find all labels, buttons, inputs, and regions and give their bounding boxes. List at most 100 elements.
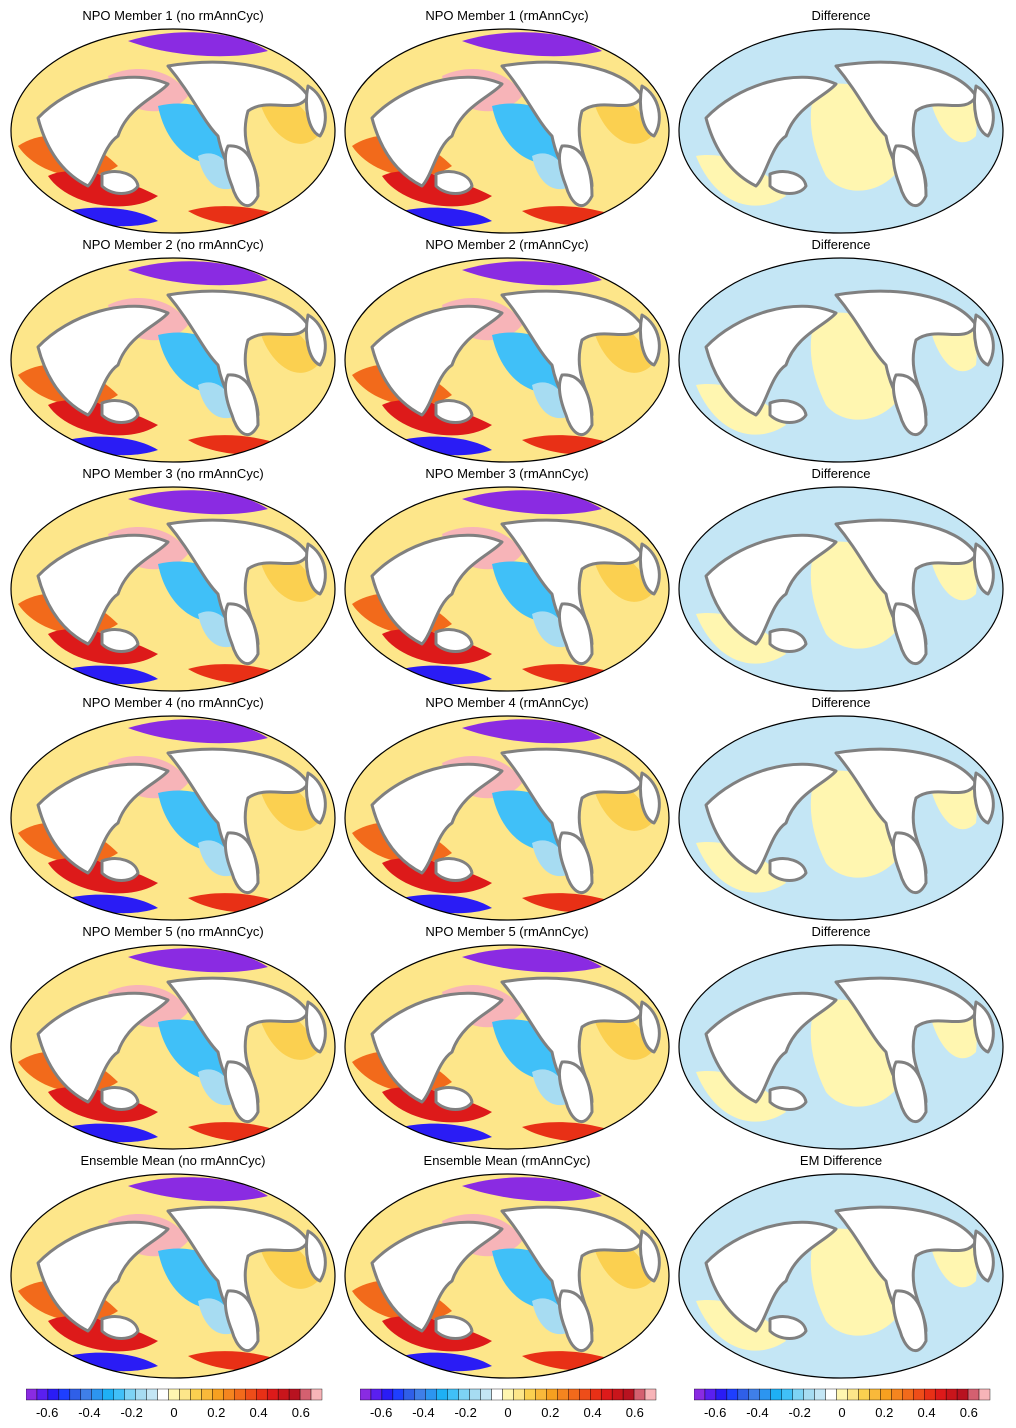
contour-region (128, 490, 268, 515)
contour-region (128, 261, 268, 286)
panel-title: NPO Member 5 (rmAnnCyc) (425, 924, 589, 939)
map-border (678, 944, 1004, 1150)
contour-region (198, 840, 238, 877)
colorbar-tick-label: -0.6 (35, 1405, 59, 1420)
colorbar-swatch (360, 1388, 372, 1401)
continent-outline (500, 518, 644, 646)
contour-region (462, 261, 602, 286)
colorbar-swatch (113, 1388, 125, 1401)
colorbar-tick-label: -0.2 (788, 1405, 811, 1420)
colorbar-swatch (535, 1388, 547, 1401)
contour-region (532, 382, 572, 419)
continent-outline (36, 762, 170, 875)
continent-outline (834, 289, 978, 417)
colorbar-swatch (590, 1388, 602, 1401)
colorbar-swatch (704, 1388, 717, 1401)
map-svg (10, 715, 336, 921)
continent-outline (973, 771, 995, 825)
continent-outline (223, 1060, 260, 1124)
continent-outline (891, 1060, 928, 1124)
continent-outline (891, 831, 928, 895)
colorbar-swatch (622, 1388, 635, 1401)
colorbar-tick-label: -0.2 (454, 1405, 477, 1420)
continent-outline (370, 762, 504, 875)
colorbar-tick-label: 0.4 (917, 1405, 936, 1420)
colorbar-swatch (891, 1388, 903, 1401)
contour-region (532, 1298, 572, 1335)
contour-region (462, 719, 602, 744)
continent-outline (891, 602, 928, 666)
panel-title: NPO Member 3 (no rmAnnCyc) (82, 466, 264, 481)
map-border (344, 944, 670, 1150)
colorbar-swatch (792, 1388, 804, 1401)
colorbar-swatch (190, 1388, 202, 1401)
colorbar-swatch (414, 1388, 426, 1401)
continent-outline (639, 1229, 661, 1283)
map-border (10, 944, 336, 1150)
contour-region (198, 1069, 238, 1106)
map-panel: Ensemble Mean (rmAnnCyc) (342, 1151, 672, 1379)
colorbar: -0.6 -0.4 -0.2 0 0.2 0.4 0.6 (360, 1388, 660, 1424)
map-svg (678, 1173, 1004, 1379)
map-border (344, 715, 670, 921)
colorbar-swatch (770, 1388, 782, 1401)
continent-outline (973, 1000, 995, 1054)
colorbar-swatch (524, 1388, 536, 1401)
colorbar-swatch (945, 1388, 958, 1401)
continent-outline (434, 1086, 474, 1111)
colorbar-swatch (978, 1388, 991, 1401)
map-border (678, 1173, 1004, 1379)
continent-outline (834, 976, 978, 1104)
colorbar-swatch (726, 1388, 739, 1401)
colorbar-swatch (611, 1388, 624, 1401)
continent-outline (100, 857, 140, 882)
map-panel: NPO Member 4 (no rmAnnCyc) (8, 693, 338, 921)
continent-outline (973, 84, 995, 138)
contour-region (462, 32, 602, 57)
contour-region (198, 1298, 238, 1335)
continent-outline (557, 602, 594, 666)
continent-outline (834, 60, 978, 188)
continent-outline (305, 84, 327, 138)
continent-outline (434, 857, 474, 882)
colorbar-swatch (956, 1388, 969, 1401)
continent-outline (223, 831, 260, 895)
continent-outline (434, 1315, 474, 1340)
map-svg (344, 28, 670, 234)
continent-outline (834, 1205, 978, 1333)
map-svg (10, 28, 336, 234)
continent-outline (100, 1315, 140, 1340)
colorbar-tick-label: 0.2 (541, 1405, 560, 1420)
continent-outline (166, 289, 310, 417)
map-border (344, 1173, 670, 1379)
continent-outline (639, 542, 661, 596)
panel-title: NPO Member 4 (no rmAnnCyc) (82, 695, 264, 710)
colorbar-swatch (759, 1388, 771, 1401)
continent-outline (100, 628, 140, 653)
continent-outline (500, 60, 644, 188)
contour-region (198, 382, 238, 419)
continent-outline (305, 771, 327, 825)
contour-region (462, 948, 602, 973)
panel-title: NPO Member 1 (no rmAnnCyc) (82, 8, 264, 23)
map-border (344, 28, 670, 234)
colorbar-swatch (825, 1388, 837, 1401)
colorbar-swatch (715, 1388, 728, 1401)
panel-title: Difference (811, 237, 871, 252)
continent-outline (973, 313, 995, 367)
colorbar-tick-label: -0.4 (78, 1405, 101, 1420)
map-panel: EM Difference (676, 1151, 1006, 1379)
colorbar-swatch (47, 1388, 60, 1401)
continent-outline (500, 1205, 644, 1333)
colorbar-swatch (934, 1388, 947, 1401)
colorbar-swatch (124, 1388, 136, 1401)
colorbar-tick-label: -0.6 (369, 1405, 393, 1420)
colorbar-swatch (36, 1388, 49, 1401)
contour-region (532, 1069, 572, 1106)
colorbar-tick-label: -0.4 (412, 1405, 435, 1420)
map-border (344, 486, 670, 692)
continent-outline (36, 304, 170, 417)
colorbar-swatch (880, 1388, 892, 1401)
colorbar-swatch (436, 1388, 448, 1401)
map-panel: Difference (676, 235, 1006, 463)
